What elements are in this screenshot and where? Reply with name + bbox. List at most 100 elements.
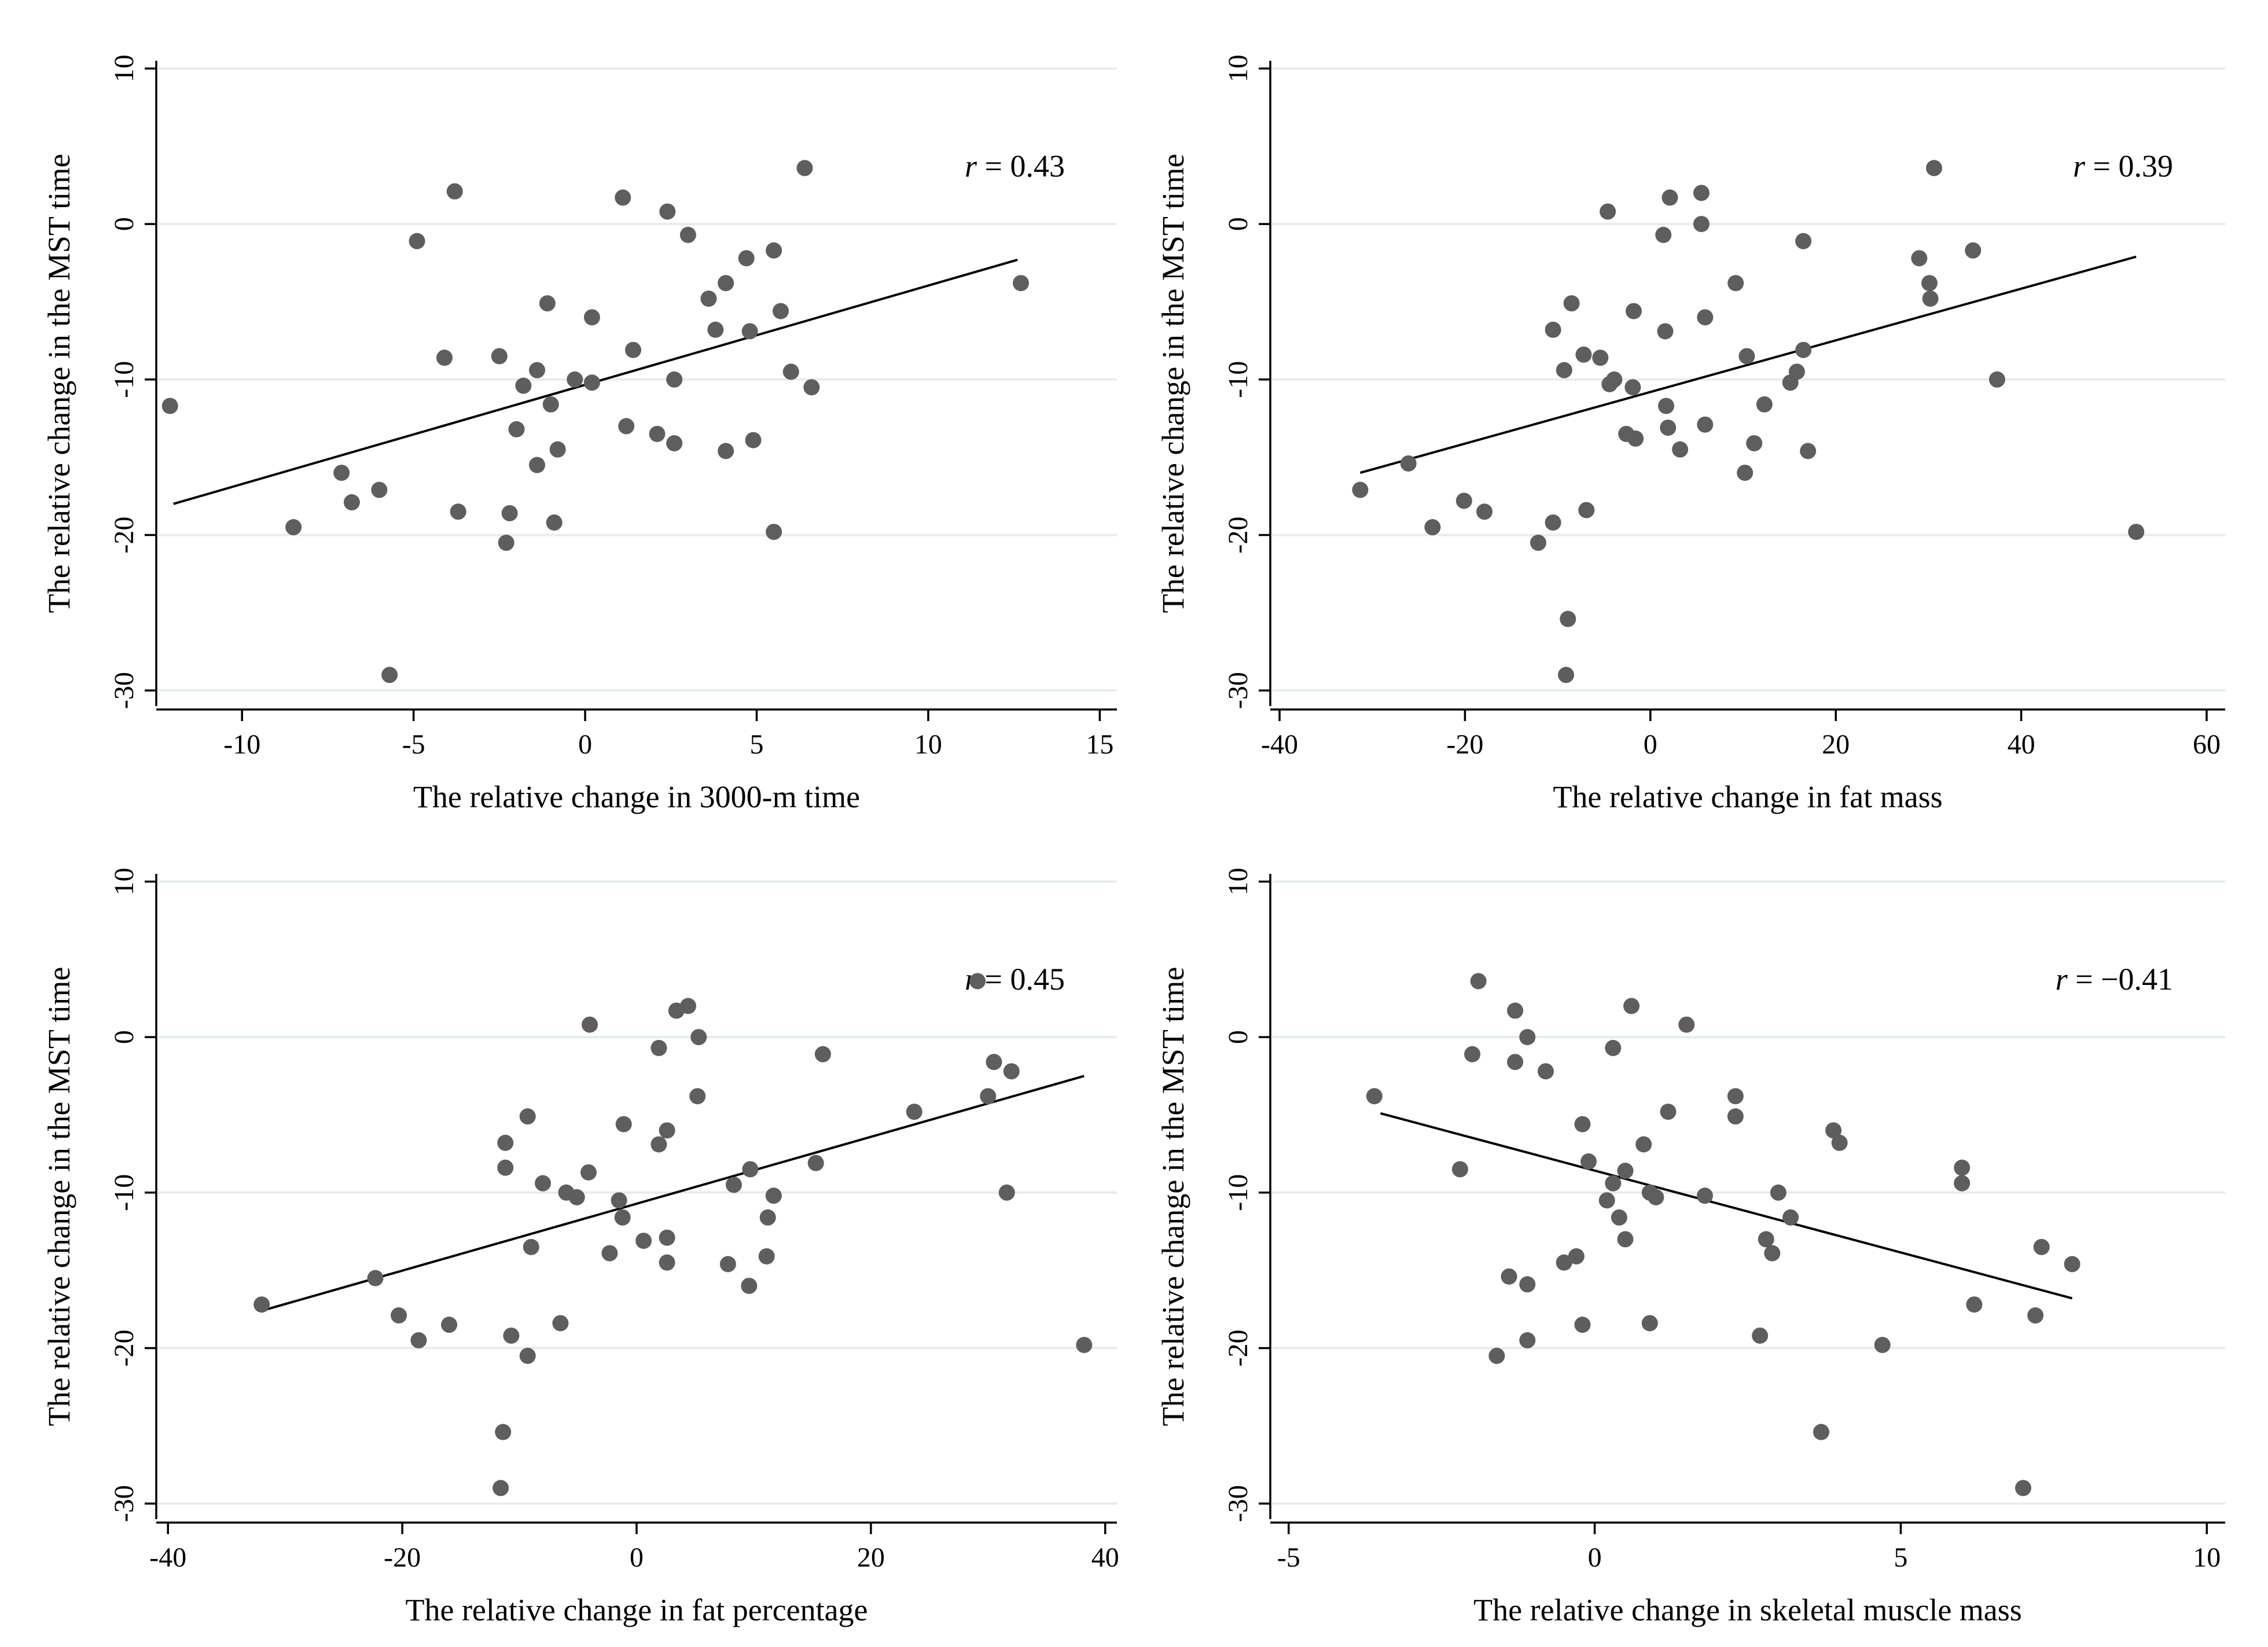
x-tick-label: -5 bbox=[1277, 1542, 1300, 1573]
x-tick-label: 10 bbox=[914, 729, 942, 760]
correlation-value: = 0.39 bbox=[2093, 149, 2173, 183]
data-point bbox=[601, 1245, 618, 1262]
data-point bbox=[1470, 973, 1487, 990]
y-tick-label: 0 bbox=[109, 217, 139, 231]
data-point bbox=[492, 1480, 509, 1497]
data-point bbox=[1925, 160, 1942, 177]
data-point bbox=[508, 421, 525, 438]
data-point bbox=[690, 1029, 707, 1046]
data-point bbox=[741, 1277, 758, 1294]
data-point bbox=[1464, 1046, 1481, 1063]
data-point bbox=[1013, 275, 1029, 292]
y-tick-label: 10 bbox=[109, 54, 139, 82]
y-tick-label: 10 bbox=[1223, 867, 1254, 895]
data-point bbox=[1697, 309, 1714, 326]
data-point bbox=[906, 1104, 922, 1120]
data-point bbox=[1606, 371, 1623, 388]
x-tick-label: 60 bbox=[2193, 729, 2221, 760]
data-point bbox=[1648, 1189, 1664, 1205]
data-point bbox=[497, 1159, 514, 1176]
data-point bbox=[742, 1161, 759, 1178]
data-point bbox=[552, 1315, 569, 1332]
data-point bbox=[718, 275, 734, 292]
data-point bbox=[700, 291, 717, 307]
data-point bbox=[1800, 443, 1817, 459]
data-point bbox=[567, 371, 583, 388]
data-point bbox=[1574, 1116, 1591, 1133]
data-point bbox=[1662, 189, 1678, 206]
data-point bbox=[568, 1189, 585, 1205]
data-point bbox=[491, 348, 508, 365]
data-point bbox=[615, 189, 631, 206]
x-tick-label: 10 bbox=[2193, 1542, 2221, 1573]
y-tick-label: -30 bbox=[109, 1485, 139, 1522]
data-point bbox=[707, 321, 724, 338]
data-point bbox=[519, 1108, 536, 1125]
data-point bbox=[1746, 435, 1763, 451]
data-point bbox=[1501, 1268, 1517, 1285]
data-point bbox=[535, 1175, 552, 1192]
data-point bbox=[611, 1192, 627, 1209]
data-point bbox=[285, 519, 302, 536]
data-point bbox=[803, 379, 820, 396]
data-point bbox=[1519, 1332, 1536, 1349]
data-point bbox=[1727, 1108, 1744, 1125]
data-point bbox=[1813, 1424, 1829, 1440]
data-point bbox=[1874, 1337, 1891, 1354]
data-point bbox=[1782, 1209, 1799, 1226]
y-tick-label: 0 bbox=[1223, 217, 1254, 231]
data-point bbox=[969, 973, 986, 990]
data-point bbox=[1825, 1122, 1842, 1139]
data-point bbox=[759, 1209, 776, 1226]
data-point bbox=[1696, 1188, 1713, 1204]
data-point bbox=[1574, 1317, 1591, 1333]
data-point bbox=[615, 1116, 632, 1133]
data-point bbox=[501, 505, 518, 521]
scatter-panel-4: -30 -20 -10 0 10 -5 0 5 10 The relative change in… bbox=[1156, 867, 2225, 1627]
data-point bbox=[1922, 291, 1939, 307]
y-tick-label: -20 bbox=[1223, 516, 1254, 553]
data-point bbox=[583, 374, 600, 391]
data-point bbox=[1758, 1231, 1774, 1248]
data-point bbox=[519, 1347, 536, 1364]
data-point bbox=[625, 341, 642, 358]
data-point bbox=[1911, 250, 1928, 267]
data-point bbox=[367, 1270, 384, 1286]
data-point bbox=[1598, 1192, 1615, 1209]
data-point bbox=[1530, 534, 1546, 551]
x-tick-label: 0 bbox=[578, 729, 592, 760]
data-point bbox=[1519, 1276, 1536, 1293]
data-point bbox=[1580, 1153, 1597, 1170]
data-point bbox=[253, 1296, 270, 1313]
correlation-symbol: r bbox=[2056, 962, 2068, 997]
correlation-value: = 0.45 bbox=[985, 962, 1065, 997]
data-point bbox=[766, 524, 782, 541]
scatter-panel-1: -30 -20 -10 0 10 -10 -5 0 5 10 15 The relative chan… bbox=[42, 54, 1117, 814]
data-point bbox=[529, 362, 546, 378]
correlation-label: r = −0.41 bbox=[2056, 962, 2173, 997]
data-point bbox=[1625, 303, 1642, 319]
data-point bbox=[659, 1122, 675, 1139]
data-point bbox=[1617, 1163, 1634, 1179]
regression-line bbox=[1380, 1112, 2073, 1300]
data-point bbox=[1737, 464, 1754, 481]
data-point bbox=[618, 418, 635, 435]
data-point bbox=[814, 1046, 831, 1063]
data-point bbox=[1578, 502, 1595, 519]
data-point bbox=[1738, 348, 1755, 365]
data-point bbox=[343, 494, 360, 511]
data-point bbox=[1424, 519, 1441, 536]
data-point bbox=[1697, 416, 1714, 433]
data-point bbox=[371, 481, 388, 498]
x-tick-label: -40 bbox=[1261, 729, 1298, 760]
data-point bbox=[1660, 420, 1677, 436]
data-point bbox=[666, 371, 683, 388]
y-tick-label: -10 bbox=[109, 1174, 139, 1211]
data-point bbox=[580, 1164, 597, 1181]
data-point bbox=[796, 160, 813, 177]
data-point bbox=[1788, 363, 1805, 380]
correlation-label: r = 0.39 bbox=[2073, 149, 2173, 183]
y-axis-title: The relative change in the MST time bbox=[42, 154, 76, 613]
data-point bbox=[1476, 503, 1493, 520]
data-point bbox=[1678, 1016, 1695, 1033]
